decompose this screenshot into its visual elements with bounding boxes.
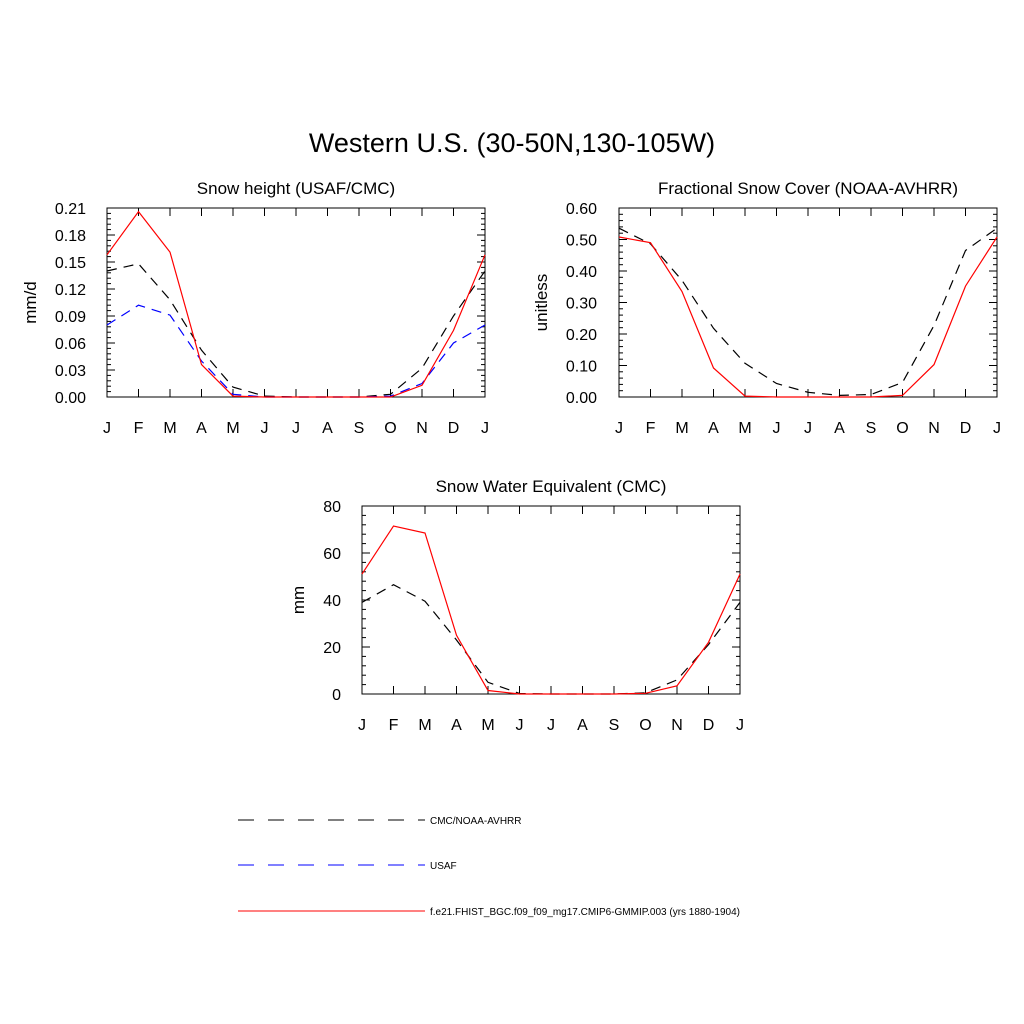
snow-water-equivalent-panel: Snow Water Equivalent (CMC) 0 20 40 60 80 J F M A… bbox=[289, 477, 744, 734]
plot-frame bbox=[106, 207, 486, 398]
plot-frame bbox=[618, 207, 998, 398]
x-tick-label: J bbox=[773, 420, 781, 437]
x-tick-label: J bbox=[358, 717, 366, 734]
x-tick-label: D bbox=[703, 717, 715, 734]
x-tick-label: F bbox=[389, 717, 399, 734]
series-line bbox=[618, 227, 998, 397]
x-tick-label: M bbox=[675, 420, 688, 437]
x-tick-label: F bbox=[646, 420, 656, 437]
page-title: Western U.S. (30-50N,130-105W) bbox=[308, 128, 716, 158]
x-tick-label: J bbox=[804, 420, 812, 437]
y-tick-label: 0.21 bbox=[55, 201, 86, 218]
x-tick-label: A bbox=[577, 717, 588, 734]
x-tick-label: O bbox=[384, 420, 396, 437]
x-tick-label: J bbox=[103, 420, 111, 437]
y-tick-label: 60 bbox=[323, 546, 341, 563]
x-tick-label: A bbox=[834, 420, 845, 437]
x-tick-label: F bbox=[134, 420, 144, 437]
y-tick-label: 0.09 bbox=[55, 309, 86, 326]
x-tick-label: M bbox=[418, 717, 431, 734]
x-tick-label: J bbox=[292, 420, 300, 437]
series-line bbox=[106, 263, 486, 398]
y-tick-label: 0.15 bbox=[55, 255, 86, 272]
snow-height-panel: Snow height (USAF/CMC) 0.00 0.03 0.06 0.09 0.… bbox=[21, 179, 489, 437]
series-line bbox=[106, 304, 486, 398]
legend-label: f.e21.FHIST_BGC.f09_f09_mg17.CMIP6-GMMIP… bbox=[430, 907, 740, 918]
y-tick-label: 0.40 bbox=[566, 264, 597, 281]
x-tick-label: M bbox=[738, 420, 751, 437]
y-axis-label: mm bbox=[289, 586, 308, 614]
y-tick-label: 0.50 bbox=[566, 233, 597, 250]
snow-cover-panel: Fractional Snow Cover (NOAA-AVHRR) 0.00 0.… bbox=[532, 179, 1001, 437]
series-line bbox=[618, 236, 998, 398]
legend-label: CMC/NOAA-AVHRR bbox=[430, 816, 521, 827]
x-tick-label: A bbox=[451, 717, 462, 734]
y-axis-label: unitless bbox=[532, 274, 551, 332]
y-tick-label: 0.06 bbox=[55, 336, 86, 353]
x-tick-label: J bbox=[481, 420, 489, 437]
y-tick-label: 0.00 bbox=[55, 390, 86, 407]
x-tick-label: D bbox=[448, 420, 460, 437]
x-tick-label: A bbox=[708, 420, 719, 437]
legend: CMC/NOAA-AVHRR USAF f.e21.FHIST_BGC.f09_f0… bbox=[238, 816, 740, 918]
x-tick-label: M bbox=[481, 717, 494, 734]
y-axis-label: mm/d bbox=[21, 281, 40, 324]
x-tick-label: J bbox=[547, 717, 555, 734]
y-tick-label: 0.10 bbox=[566, 359, 597, 376]
y-tick-label: 20 bbox=[323, 640, 341, 657]
x-tick-label: J bbox=[736, 717, 744, 734]
x-tick-label: A bbox=[196, 420, 207, 437]
y-tick-label: 40 bbox=[323, 593, 341, 610]
x-tick-label: N bbox=[416, 420, 428, 437]
panel-title: Snow Water Equivalent (CMC) bbox=[436, 477, 667, 496]
y-tick-label: 0.18 bbox=[55, 228, 86, 245]
y-tick-label: 80 bbox=[323, 499, 341, 516]
y-tick-label: 0.12 bbox=[55, 282, 86, 299]
x-tick-label: S bbox=[609, 717, 620, 734]
x-tick-label: S bbox=[354, 420, 365, 437]
x-tick-label: J bbox=[993, 420, 1001, 437]
y-tick-label: 0.30 bbox=[566, 296, 597, 313]
x-tick-label: S bbox=[866, 420, 877, 437]
x-tick-label: O bbox=[896, 420, 908, 437]
x-tick-label: J bbox=[261, 420, 269, 437]
panel-title: Snow height (USAF/CMC) bbox=[197, 179, 395, 198]
x-tick-label: N bbox=[928, 420, 940, 437]
y-tick-label: 0 bbox=[332, 687, 341, 704]
y-tick-label: 0.00 bbox=[566, 390, 597, 407]
legend-label: USAF bbox=[430, 861, 457, 872]
series-line bbox=[361, 525, 741, 695]
y-tick-label: 0.60 bbox=[566, 201, 597, 218]
y-tick-label: 0.20 bbox=[566, 327, 597, 344]
x-tick-label: M bbox=[226, 420, 239, 437]
x-tick-label: M bbox=[163, 420, 176, 437]
panel-title: Fractional Snow Cover (NOAA-AVHRR) bbox=[658, 179, 958, 198]
y-tick-label: 0.03 bbox=[55, 363, 86, 380]
x-tick-label: D bbox=[960, 420, 972, 437]
x-tick-label: O bbox=[639, 717, 651, 734]
series-line bbox=[106, 210, 486, 398]
plot-frame bbox=[361, 505, 741, 695]
x-tick-label: J bbox=[516, 717, 524, 734]
x-tick-label: N bbox=[671, 717, 683, 734]
x-tick-label: A bbox=[322, 420, 333, 437]
x-tick-label: J bbox=[615, 420, 623, 437]
